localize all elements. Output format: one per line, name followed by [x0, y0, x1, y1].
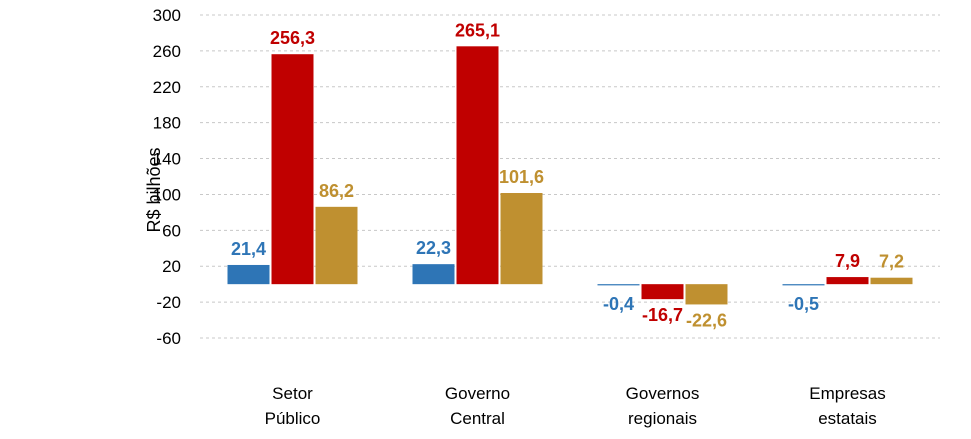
y-tick-label: 60 [162, 221, 181, 240]
bar [782, 284, 825, 286]
bar [597, 284, 640, 286]
data-label: -0,4 [603, 294, 634, 314]
bars [227, 46, 913, 305]
category-label: Empresas [809, 384, 886, 403]
data-label: 256,3 [270, 28, 315, 48]
category-label: Setor [272, 384, 313, 403]
bar [500, 193, 543, 285]
category-label: Governo [445, 384, 510, 403]
x-axis-categories: Setor Público Governo Central Governos region… [265, 384, 886, 428]
y-tick-label: 100 [153, 185, 181, 204]
bar [271, 54, 314, 285]
bar [315, 206, 358, 285]
data-label: -16,7 [642, 305, 683, 325]
data-labels: 21,4 256,3 86,2 22,3 265,1 101,6 -0,4 -16,7 -22,… [231, 20, 904, 330]
bar [870, 277, 913, 285]
y-tick-label: -20 [156, 293, 181, 312]
y-tick-label: 180 [153, 114, 181, 133]
bar [227, 264, 270, 285]
data-label: -22,6 [686, 310, 727, 330]
data-label: 265,1 [455, 20, 500, 40]
bar [456, 46, 499, 285]
data-label: 22,3 [416, 238, 451, 258]
bar [685, 284, 728, 305]
data-label: 101,6 [499, 167, 544, 187]
bar [412, 264, 455, 285]
y-axis-ticks: 300 260 220 180 140 100 60 20 -20 -60 [153, 6, 181, 348]
y-tick-label: 140 [153, 150, 181, 169]
data-label: 7,9 [835, 251, 860, 271]
y-axis-label: R$ bilhões [144, 147, 164, 232]
y-tick-label: 300 [153, 6, 181, 25]
data-label: -0,5 [788, 294, 819, 314]
y-tick-label: 220 [153, 78, 181, 97]
category-label: Público [265, 409, 321, 428]
bar [826, 277, 869, 285]
category-label: Central [450, 409, 505, 428]
data-label: 86,2 [319, 181, 354, 201]
y-tick-label: -60 [156, 329, 181, 348]
category-label: regionais [628, 409, 697, 428]
bar [641, 284, 684, 300]
data-label: 7,2 [879, 252, 904, 272]
category-label: estatais [818, 409, 877, 428]
data-label: 21,4 [231, 239, 266, 259]
category-label: Governos [626, 384, 700, 403]
y-tick-label: 20 [162, 257, 181, 276]
y-tick-label: 260 [153, 42, 181, 61]
